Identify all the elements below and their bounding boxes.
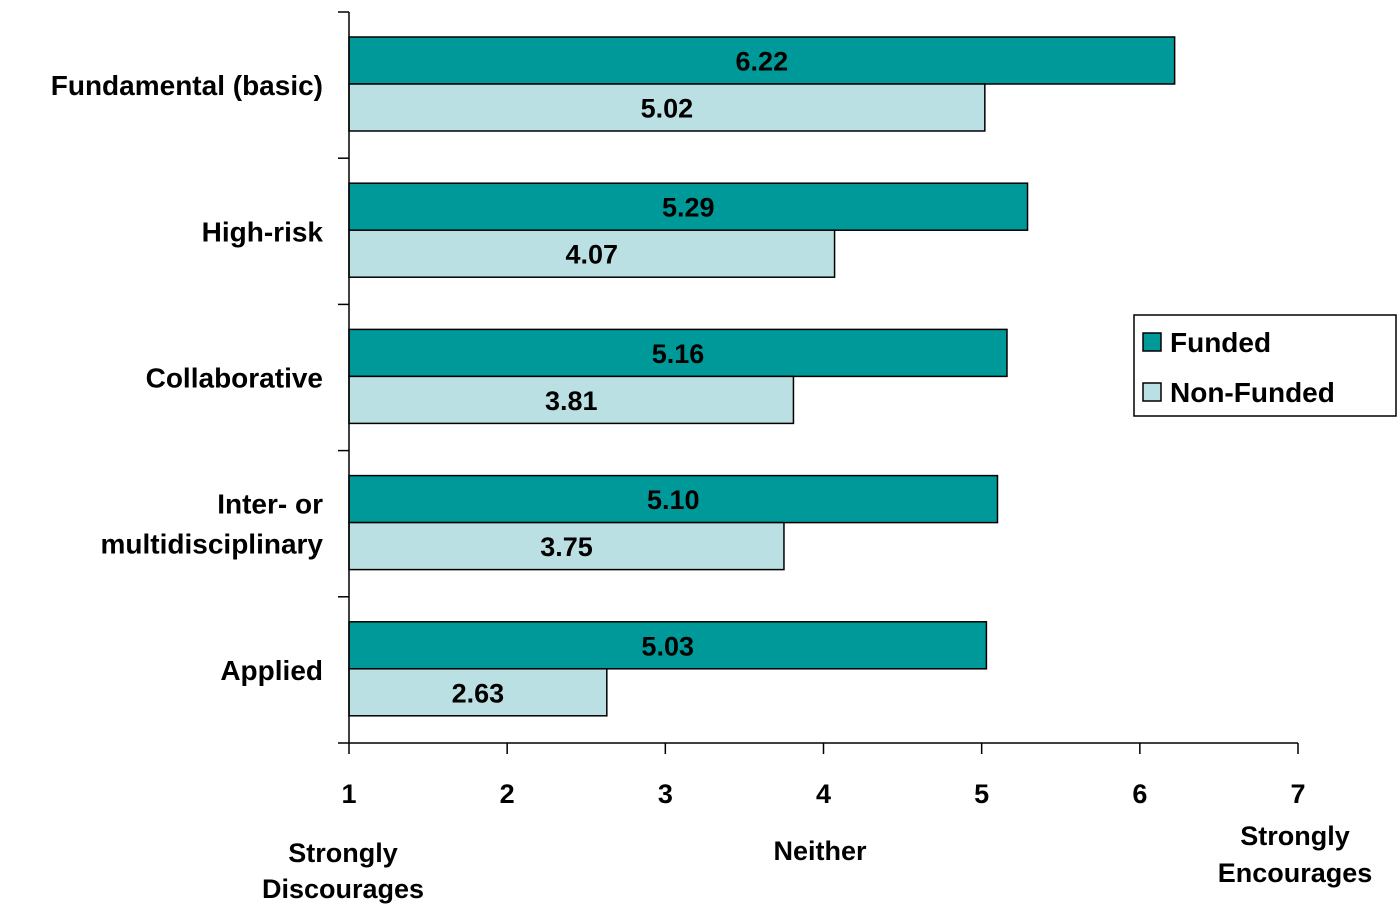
- data-label: 3.75: [540, 532, 593, 562]
- data-label: 5.16: [652, 339, 705, 369]
- data-label: 6.22: [736, 47, 789, 77]
- category-label: Collaborative: [146, 363, 323, 394]
- bar-funded-2: [348, 182, 1029, 231]
- scale-anchor-label: Encourages: [1218, 858, 1373, 888]
- x-tick-label: 3: [658, 779, 673, 809]
- data-label: 5.02: [641, 94, 694, 124]
- bars-group: [348, 36, 1176, 717]
- labels-group: 6.22 5.02 Fundamental (basic) 5.29 4.07 High-…: [51, 47, 1373, 905]
- x-tick-label: 4: [816, 779, 831, 809]
- data-label: 5.03: [641, 631, 694, 661]
- x-tick-label: 1: [341, 779, 356, 809]
- data-label: 2.63: [452, 678, 505, 708]
- bar-non-funded-1: [348, 83, 986, 132]
- x-tick-label: 7: [1290, 779, 1305, 809]
- x-tick-label: 2: [500, 779, 515, 809]
- bar-non-funded-2: [348, 229, 836, 278]
- legend-box: [1133, 314, 1397, 417]
- data-label: 4.07: [566, 240, 619, 270]
- category-label: Applied: [220, 655, 323, 686]
- scale-anchor-label: Neither: [773, 836, 867, 866]
- bar-non-funded-5: [348, 668, 608, 717]
- legend-label: Funded: [1170, 327, 1271, 358]
- scale-anchor-label: Strongly: [1240, 821, 1350, 851]
- legend-swatch-non-funded: [1142, 382, 1162, 402]
- axes-group: [338, 11, 1299, 754]
- scale-anchor-label: Discourages: [262, 874, 424, 904]
- data-label: 3.81: [545, 386, 598, 416]
- category-label: Inter- or: [217, 489, 323, 520]
- x-tick-label: 5: [974, 779, 989, 809]
- bar-funded-1: [348, 36, 1176, 85]
- scale-anchor-label: Strongly: [288, 838, 398, 868]
- x-tick-label: 6: [1132, 779, 1147, 809]
- legend-swatch-funded: [1142, 332, 1162, 352]
- data-label: 5.10: [647, 485, 700, 515]
- category-label: multidisciplinary: [101, 529, 324, 560]
- legend: Funded Non-Funded: [1133, 314, 1397, 417]
- category-label: Fundamental (basic): [51, 70, 323, 101]
- category-label: High-risk: [202, 216, 324, 247]
- legend-label: Non-Funded: [1170, 377, 1335, 408]
- data-label: 5.29: [662, 193, 715, 223]
